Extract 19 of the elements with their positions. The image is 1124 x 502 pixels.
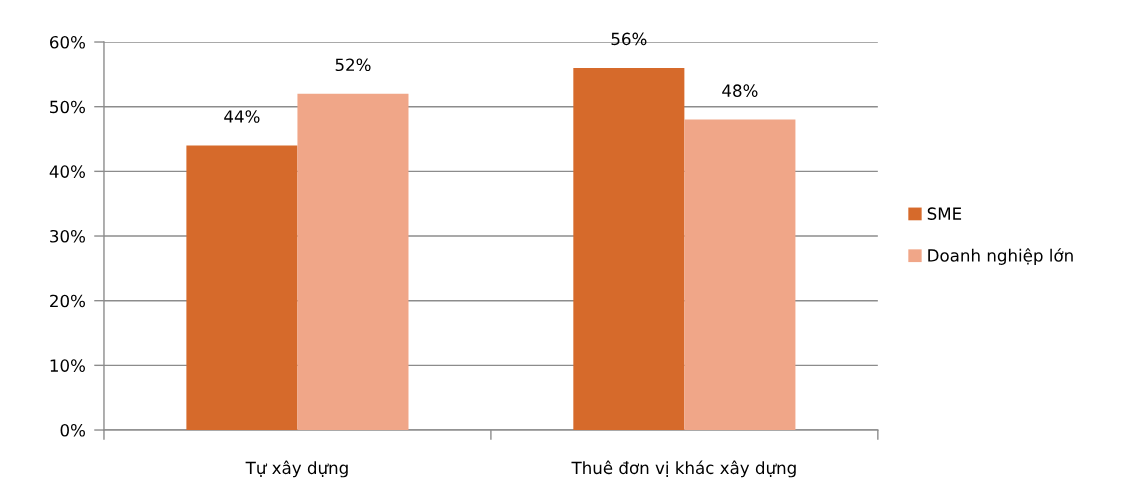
x-tick-label: Thuê đơn vị khác xây dựng — [571, 460, 796, 478]
y-tick-label: 50% — [50, 100, 85, 114]
y-tick-label: 60% — [50, 35, 85, 49]
y-tick-label: 30% — [50, 229, 85, 243]
legend-label: Doanh nghiệp lớn — [928, 248, 1073, 265]
bar — [684, 119, 796, 431]
data-label: 48% — [722, 84, 758, 97]
y-tick-label: 40% — [49, 165, 85, 178]
x-tick-label: Tự xây dựng — [245, 460, 348, 478]
data-label: 56% — [611, 32, 647, 46]
bar — [297, 93, 409, 431]
y-tick-label: 20% — [50, 294, 85, 308]
data-label: 52% — [335, 58, 371, 72]
legend-label: SME — [927, 207, 962, 220]
data-label: 44% — [224, 110, 260, 123]
bar — [573, 67, 685, 431]
bar — [186, 145, 298, 431]
y-tick-label: 0% — [60, 423, 85, 437]
y-tick-label: 10% — [50, 359, 85, 372]
